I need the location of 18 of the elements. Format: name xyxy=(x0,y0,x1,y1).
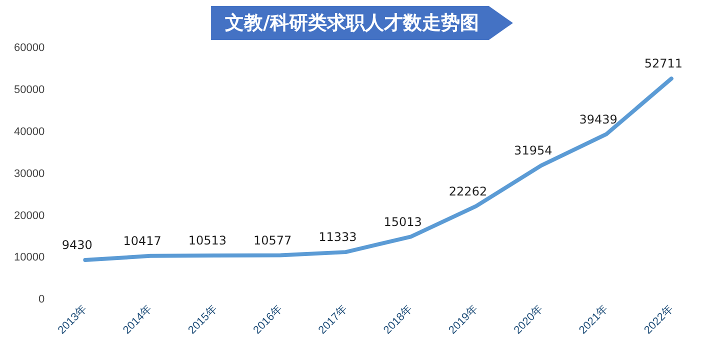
data-label: 31954 xyxy=(514,144,552,158)
y-tick-label: 30000 xyxy=(14,168,45,180)
y-tick-label: 50000 xyxy=(14,84,45,96)
y-tick-label: 20000 xyxy=(14,210,45,222)
y-tick-label: 60000 xyxy=(14,42,45,54)
data-label: 15013 xyxy=(384,214,422,229)
y-tick-label: 40000 xyxy=(14,126,45,138)
data-label: 39439 xyxy=(579,112,618,126)
y-tick-label: 0 xyxy=(38,294,45,306)
data-label: 52711 xyxy=(644,56,683,71)
data-label: 9430 xyxy=(62,238,92,252)
y-tick-label: 10000 xyxy=(14,252,45,264)
chart-title: 文教/科研类求职人才数走势图 xyxy=(211,6,513,40)
data-label: 10577 xyxy=(253,233,292,248)
data-label: 10417 xyxy=(123,234,162,248)
data-label: 10513 xyxy=(188,234,227,248)
data-label: 11333 xyxy=(318,230,357,244)
data-label: 22262 xyxy=(448,184,488,198)
